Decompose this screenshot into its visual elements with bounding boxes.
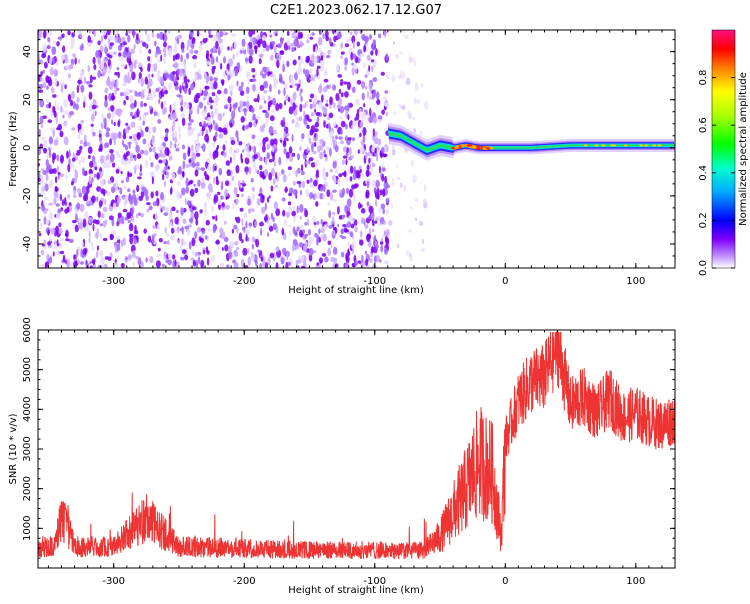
colorbar: 0.0 0.2 0.4 0.6 0.8 Normalized spectral ampl… xyxy=(698,29,749,276)
spectrogram-x-axis-label: Height of straight line (km) xyxy=(288,285,424,296)
spectrogram-y-tick-label: 20 xyxy=(22,93,33,106)
spectrogram-x-tick-label: 0 xyxy=(502,276,508,287)
colorbar-gradient xyxy=(711,29,736,269)
snr-y-tick-label: 5000 xyxy=(22,357,33,382)
colorbar-tick-label: 0.6 xyxy=(698,117,709,133)
snr-y-tick-label: 6000 xyxy=(22,317,33,342)
signal-peak-mark xyxy=(472,145,477,149)
signal-peak-mark xyxy=(644,144,649,147)
spectrogram-x-tick-label: -200 xyxy=(233,276,256,287)
snr-y-tick-label: 2000 xyxy=(22,476,33,501)
snr-y-axis-label: SNR (10 * v/v) xyxy=(8,413,19,484)
snr-panel: -300 -200 -100 0 100 1000 2000 3000 4000 5000 6000… xyxy=(8,317,676,596)
figure-title: C2E1.2023.062.17.12.G07 xyxy=(270,3,442,18)
spectrogram-x-tick-label: 100 xyxy=(626,276,645,287)
snr-x-tick-label: -100 xyxy=(363,576,386,587)
spectrogram-x-tick-label: -300 xyxy=(102,276,125,287)
spectrogram-y-tick-label: -40 xyxy=(22,236,33,252)
snr-series-line xyxy=(38,331,675,560)
signal-band-layer xyxy=(387,122,675,161)
snr-y-tick-label: 1000 xyxy=(22,516,33,541)
colorbar-tick-label: 0.8 xyxy=(698,70,709,86)
spectrogram-x-tick-label: -100 xyxy=(363,276,386,287)
colorbar-label: Normalized spectral amplitude xyxy=(738,72,749,226)
colorbar-tick-label: 0.0 xyxy=(698,260,709,276)
spectrogram-y-tick-label: 0 xyxy=(22,145,33,151)
spectrogram-plot-area xyxy=(38,30,675,268)
spectrogram-y-tick-label: -20 xyxy=(22,188,33,204)
snr-x-tick-label: -200 xyxy=(233,576,256,587)
signal-peak-mark xyxy=(594,144,599,147)
snr-x-tick-label: 100 xyxy=(626,576,645,587)
signal-band xyxy=(387,122,675,161)
signal-peak-mark xyxy=(482,147,487,150)
colorbar-tick-label: 0.4 xyxy=(698,165,709,181)
signal-peak-mark xyxy=(639,144,644,147)
signal-peak-mark xyxy=(610,144,615,147)
signal-peak-mark xyxy=(601,144,606,147)
snr-axes: -300 -200 -100 0 100 1000 2000 3000 4000 5000 6000 xyxy=(22,317,676,587)
signal-peak-mark xyxy=(475,145,481,148)
signal-peak-mark xyxy=(489,146,494,150)
spectrogram-y-axis-label: Frequency (Hz) xyxy=(8,111,19,187)
snr-plot-area xyxy=(38,331,675,560)
snr-y-tick-label: 4000 xyxy=(22,397,33,422)
snr-y-tick-label: 3000 xyxy=(22,436,33,461)
snr-x-tick-label: 0 xyxy=(502,576,508,587)
spectrogram-y-tick-label: 40 xyxy=(22,45,33,58)
signal-peak-mark xyxy=(467,144,472,147)
signal-peak-mark xyxy=(652,144,657,147)
snr-x-axis-label: Height of straight line (km) xyxy=(288,585,424,596)
colorbar-tick-label: 0.2 xyxy=(698,212,709,228)
signal-peak-mark xyxy=(583,144,588,147)
colorbar-ticks: 0.0 0.2 0.4 0.6 0.8 xyxy=(698,70,735,276)
signal-peak-mark xyxy=(455,145,460,148)
signal-peak-mark xyxy=(475,147,481,150)
spectrogram-frame xyxy=(37,29,676,269)
signal-peak-mark xyxy=(485,147,491,150)
signal-peak-mark xyxy=(657,144,662,147)
noise-speckle xyxy=(38,30,429,268)
signal-peak-mark xyxy=(623,144,628,147)
snr-x-tick-label: -300 xyxy=(102,576,125,587)
